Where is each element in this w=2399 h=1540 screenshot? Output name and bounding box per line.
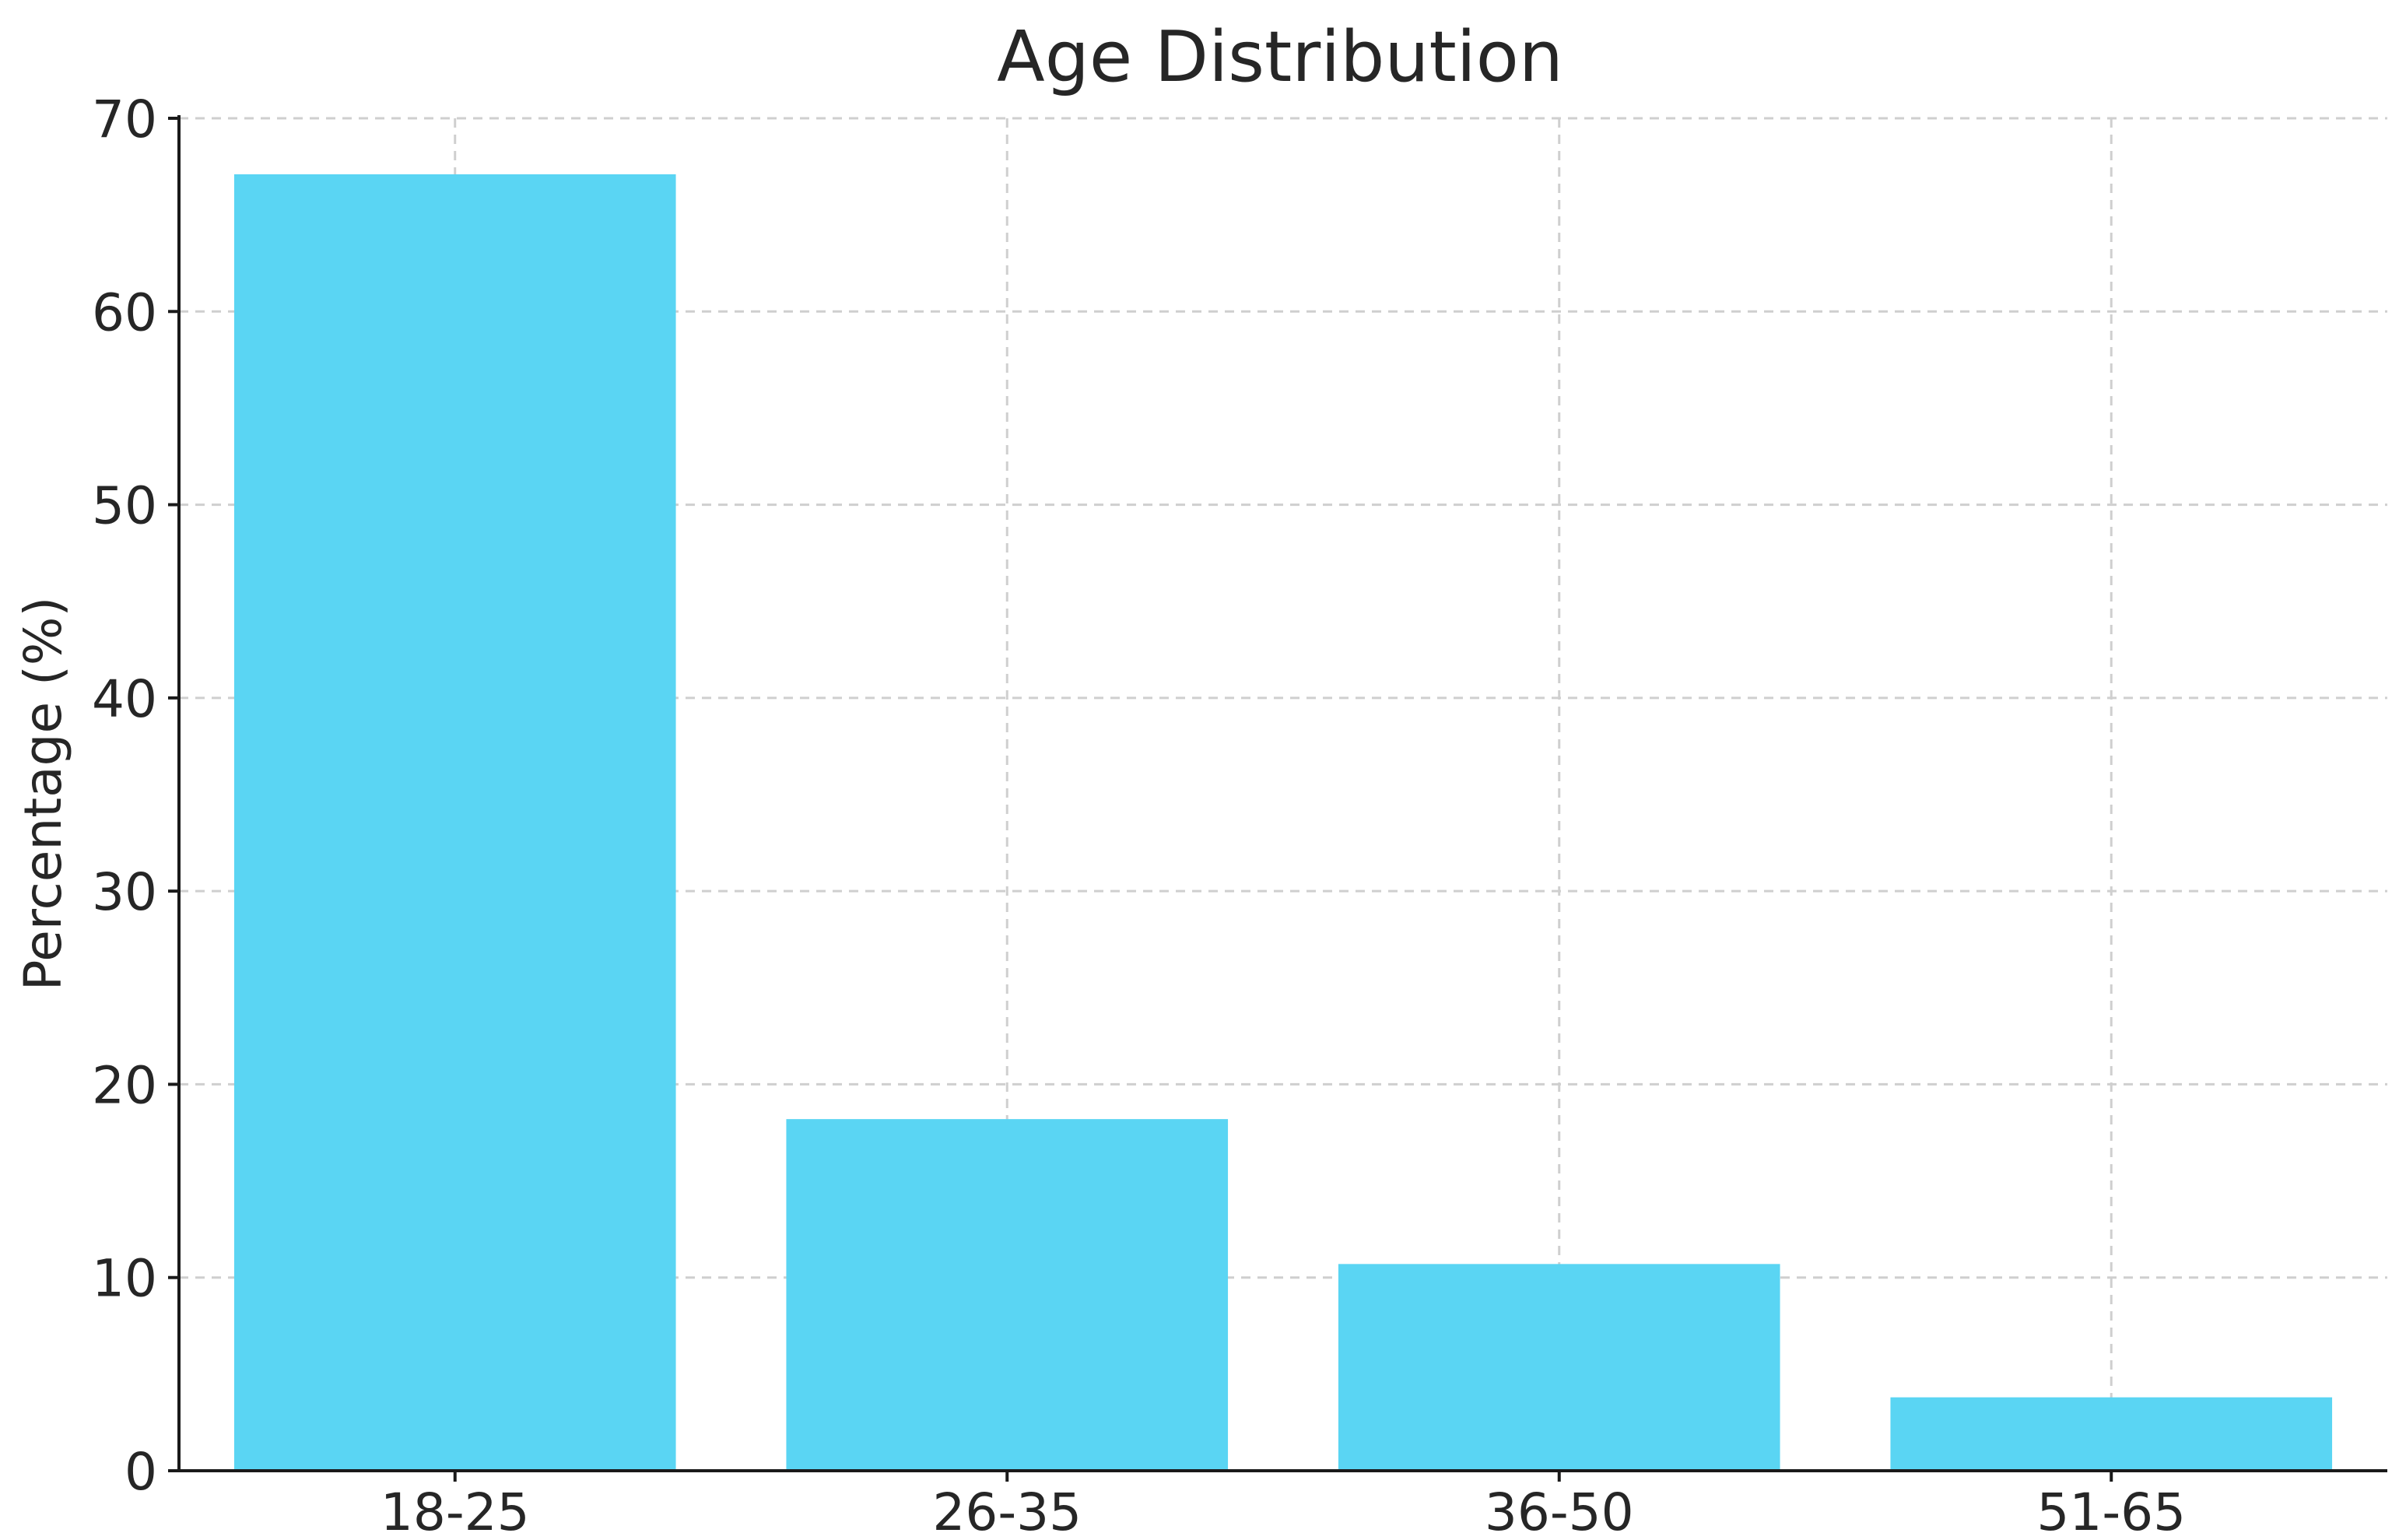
bars: [233, 174, 2333, 1472]
x-tick-label: 18-25: [381, 1482, 530, 1540]
y-tick-label: 50: [92, 476, 157, 536]
y-tick-label: 40: [92, 669, 157, 729]
bar-18-25: [233, 174, 676, 1472]
y-tick-label: 70: [92, 89, 157, 149]
y-tick-label: 10: [92, 1249, 157, 1309]
y-tick-label: 30: [92, 862, 157, 922]
x-axis-ticks: 18-25 26-35 36-50 51-65: [381, 1471, 2186, 1540]
axes: [177, 115, 2387, 1472]
y-tick-label: 0: [125, 1442, 157, 1502]
x-tick-label: 51-65: [2036, 1482, 2186, 1540]
y-axis-ticks: 0 10 20 30 40 50 60 70: [92, 89, 179, 1502]
y-tick-label: 60: [92, 282, 157, 342]
bar-51-65: [1890, 1397, 2333, 1471]
bar-26-35: [786, 1119, 1229, 1471]
x-tick-label: 36-50: [1485, 1482, 1634, 1540]
chart-title: Age Distribution: [997, 16, 1563, 98]
y-axis-label: Percentage (%): [13, 597, 73, 991]
x-tick-label: 26-35: [932, 1482, 1082, 1540]
bar-36-50: [1338, 1264, 1780, 1471]
y-tick-label: 20: [92, 1055, 157, 1115]
